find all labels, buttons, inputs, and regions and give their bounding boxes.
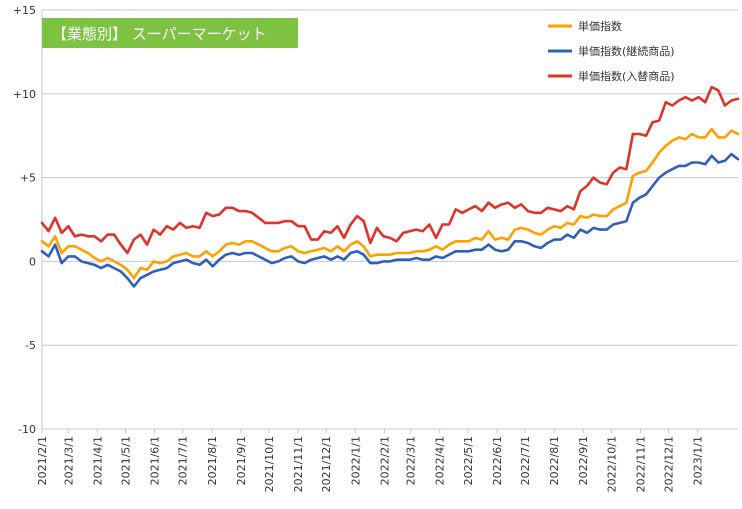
x-tick-label: 2022/10/1 xyxy=(605,436,618,492)
y-tick-label: -5 xyxy=(25,339,36,352)
x-tick-label: 2022/2/1 xyxy=(378,436,391,485)
x-tick-label: 2022/8/1 xyxy=(548,436,561,485)
x-tick-label: 2021/3/1 xyxy=(62,436,75,485)
y-tick-label: 0 xyxy=(29,255,36,268)
chart-title-background xyxy=(42,18,298,48)
y-axis-ticks: -10 -5 0 +5 +10 +15 xyxy=(13,4,36,436)
x-tick-label: 2022/9/1 xyxy=(577,436,590,485)
x-axis-ticks: 2021/2/1 2021/3/1 2021/4/1 2021/5/1 2021/6/1… xyxy=(36,436,705,492)
x-tick-label: 2021/12/1 xyxy=(320,436,333,492)
y-tick-label: +10 xyxy=(13,88,36,101)
x-tick-label: 2021/11/1 xyxy=(292,436,305,492)
x-tick-label: 2021/7/1 xyxy=(177,436,190,485)
x-tick-label: 2021/4/1 xyxy=(91,436,104,485)
x-tick-label: 2023/1/1 xyxy=(692,436,705,485)
x-tick-label: 2022/3/1 xyxy=(405,436,418,485)
series-layer xyxy=(40,85,740,288)
x-tick-label: 2021/2/1 xyxy=(36,436,49,485)
legend-label: 単価指数(継続商品) xyxy=(578,44,675,58)
y-tick-label: +15 xyxy=(13,4,36,17)
chart-title: 【業態別】 スーパーマーケット xyxy=(52,25,267,43)
x-tick-label: 2022/11/1 xyxy=(634,436,647,492)
y-tick-label: -10 xyxy=(18,423,36,436)
x-tick-label: 2022/12/1 xyxy=(663,436,676,492)
x-tick-label: 2022/1/1 xyxy=(349,436,362,485)
x-tick-label: 2021/9/1 xyxy=(235,436,248,485)
x-tick-label: 2021/6/1 xyxy=(149,436,162,485)
series-line-2 xyxy=(40,85,740,255)
x-tick-label: 2022/7/1 xyxy=(519,436,532,485)
x-tick-label: 2022/5/1 xyxy=(462,436,475,485)
legend-label: 単価指数(入替商品) xyxy=(578,69,675,83)
series-line-1 xyxy=(40,152,740,288)
y-tick-label: +5 xyxy=(20,172,36,185)
legend-label: 単価指数 xyxy=(578,19,622,33)
x-tick-label: 2021/8/1 xyxy=(206,436,219,485)
x-tick-label: 2021/10/1 xyxy=(263,436,276,492)
x-tick-label: 2022/6/1 xyxy=(491,436,504,485)
chart-title-box: 【業態別】 スーパーマーケット xyxy=(42,18,298,48)
x-tick-label: 2021/5/1 xyxy=(119,436,132,485)
x-tick-label: 2022/4/1 xyxy=(434,436,447,485)
series-line-0 xyxy=(40,127,740,280)
